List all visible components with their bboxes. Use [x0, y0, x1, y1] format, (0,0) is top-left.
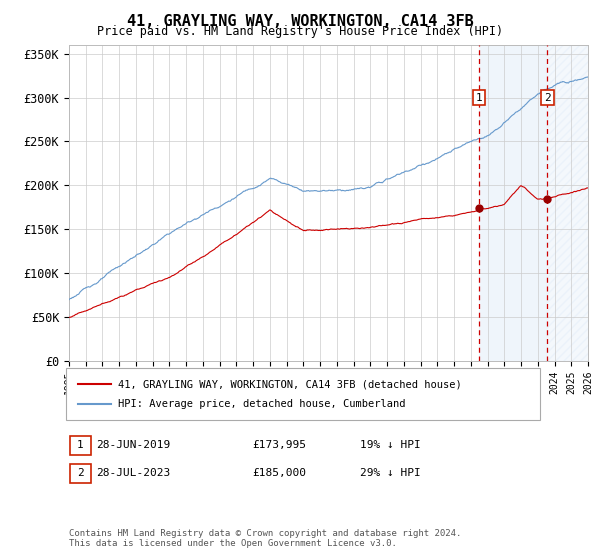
Text: 41, GRAYLING WAY, WORKINGTON, CA14 3FB: 41, GRAYLING WAY, WORKINGTON, CA14 3FB — [127, 14, 473, 29]
Text: £185,000: £185,000 — [252, 468, 306, 478]
Text: 28-JUL-2023: 28-JUL-2023 — [96, 468, 170, 478]
Bar — [547, 45, 596, 361]
Bar — [479, 45, 547, 361]
Text: This data is licensed under the Open Government Licence v3.0.: This data is licensed under the Open Gov… — [69, 539, 397, 548]
Text: 1: 1 — [476, 92, 482, 102]
Text: HPI: Average price, detached house, Cumberland: HPI: Average price, detached house, Cumb… — [118, 399, 406, 409]
Text: Price paid vs. HM Land Registry's House Price Index (HPI): Price paid vs. HM Land Registry's House … — [97, 25, 503, 38]
Text: 2: 2 — [544, 92, 551, 102]
Text: £173,995: £173,995 — [252, 440, 306, 450]
Text: 29% ↓ HPI: 29% ↓ HPI — [360, 468, 421, 478]
Text: 41, GRAYLING WAY, WORKINGTON, CA14 3FB (detached house): 41, GRAYLING WAY, WORKINGTON, CA14 3FB (… — [118, 379, 462, 389]
Text: 19% ↓ HPI: 19% ↓ HPI — [360, 440, 421, 450]
Text: 1: 1 — [77, 440, 84, 450]
Text: Contains HM Land Registry data © Crown copyright and database right 2024.: Contains HM Land Registry data © Crown c… — [69, 529, 461, 538]
Text: 28-JUN-2019: 28-JUN-2019 — [96, 440, 170, 450]
Text: 2: 2 — [77, 468, 84, 478]
